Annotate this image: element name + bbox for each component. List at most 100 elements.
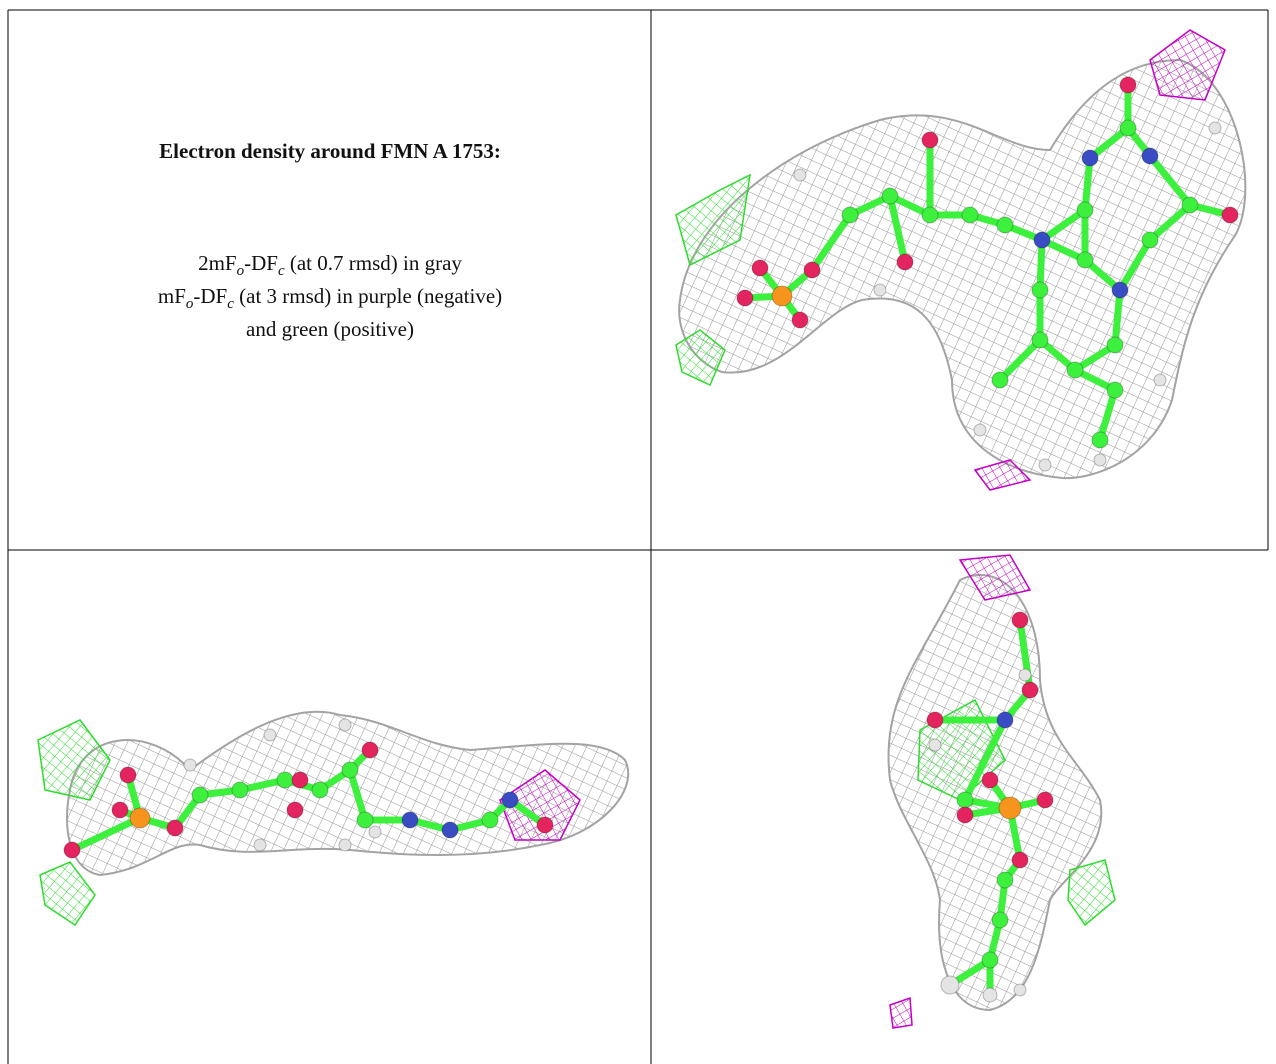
density-mesh [678, 58, 1247, 480]
text-run: 2mF [198, 251, 237, 275]
text-run: and green (positive) [246, 317, 414, 341]
atom [926, 711, 944, 729]
positive-density [39, 861, 96, 927]
atom [1106, 381, 1124, 399]
molecule-view [37, 710, 630, 927]
atom [996, 871, 1014, 889]
bond [996, 336, 1044, 384]
atom [1038, 458, 1052, 472]
atom [981, 951, 999, 969]
atom [981, 771, 999, 789]
atom [940, 975, 960, 995]
atom [341, 761, 359, 779]
atom [1141, 147, 1159, 165]
atom [1076, 201, 1094, 219]
atom [921, 206, 939, 224]
atom [973, 423, 987, 437]
bond [1111, 286, 1124, 349]
positive-density [1067, 859, 1116, 927]
atom [338, 718, 352, 732]
atom [441, 821, 459, 839]
atom [873, 283, 887, 297]
atom [286, 801, 304, 819]
atom [338, 838, 352, 852]
atom [771, 285, 793, 307]
atom [1208, 121, 1222, 135]
atom [1091, 431, 1109, 449]
atom [253, 838, 267, 852]
atom [1036, 791, 1054, 809]
atom [1153, 373, 1167, 387]
atom [356, 811, 374, 829]
atom [1066, 361, 1084, 379]
atom [1111, 281, 1129, 299]
atom [1119, 76, 1137, 94]
atom [1119, 119, 1137, 137]
atom [928, 738, 942, 752]
positive-density [675, 329, 726, 387]
subscript: o [237, 263, 245, 279]
bond [1086, 124, 1132, 162]
atom [276, 771, 294, 789]
bond [1081, 154, 1094, 214]
atom [183, 758, 197, 772]
atom [111, 801, 129, 819]
positive-density [37, 719, 111, 801]
atom [998, 796, 1022, 820]
atom [896, 253, 914, 271]
atom [841, 206, 859, 224]
bond [1146, 152, 1194, 209]
subscript: c [227, 296, 234, 312]
atom [956, 806, 974, 824]
atom [291, 771, 309, 789]
positive-density [675, 173, 751, 267]
atom [191, 786, 209, 804]
atom [501, 791, 519, 809]
bond [886, 192, 909, 266]
atom [1221, 206, 1239, 224]
atom [1033, 231, 1051, 249]
atom [793, 168, 807, 182]
atom [129, 807, 151, 829]
bond [346, 766, 369, 824]
table-borders [7, 9, 1269, 1064]
atom [1106, 336, 1124, 354]
atom [803, 261, 821, 279]
atom [1181, 196, 1199, 214]
atom [1031, 281, 1049, 299]
molecule-view [887, 554, 1116, 1029]
negative-density [958, 554, 1032, 601]
atom [751, 259, 769, 277]
atom [1076, 251, 1094, 269]
atom [63, 841, 81, 859]
atom [1093, 453, 1107, 467]
atom [1013, 983, 1027, 997]
atom [368, 825, 382, 839]
text-run: mF [158, 284, 186, 308]
atom [881, 187, 899, 205]
bond [1036, 236, 1046, 294]
atom [1021, 681, 1039, 699]
bond [1146, 201, 1194, 244]
atom [481, 811, 499, 829]
molecule-view [675, 29, 1247, 491]
legend-line: and green (positive) [246, 317, 414, 341]
bond [1038, 206, 1089, 244]
atom [1031, 331, 1049, 349]
atom [231, 781, 249, 799]
text-run: (at 0.7 rmsd) in gray [285, 251, 463, 275]
density-mesh [66, 710, 630, 877]
legend-line: 2mFo-DFc (at 0.7 rmsd) in gray [198, 251, 462, 279]
atom [996, 216, 1014, 234]
atom [1141, 231, 1159, 249]
atom [311, 781, 329, 799]
bond [68, 814, 144, 854]
atom [956, 791, 974, 809]
bond [1116, 236, 1154, 294]
atom [921, 131, 939, 149]
atom [991, 371, 1009, 389]
atom [996, 711, 1014, 729]
